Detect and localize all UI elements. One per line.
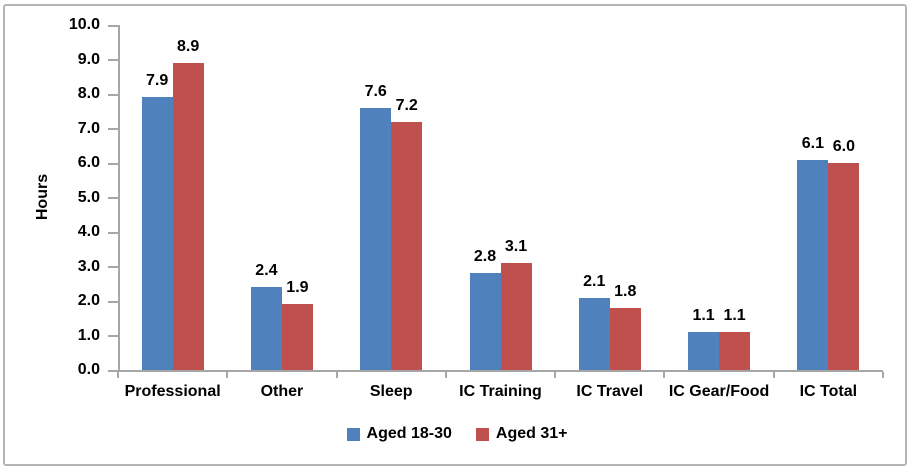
y-tick bbox=[108, 231, 118, 234]
data-label-aged-31-ic-travel: 1.8 bbox=[614, 282, 637, 300]
y-tick-label: 5.0 bbox=[77, 188, 100, 206]
data-label-aged-31-ic-training: 3.1 bbox=[504, 238, 528, 256]
x-tick bbox=[663, 372, 666, 378]
y-tick-label: 6.0 bbox=[77, 154, 100, 171]
data-label-aged-18-30-ic-total: 6.1 bbox=[801, 134, 824, 152]
data-label-aged-31-ic-gear-food: 1.1 bbox=[723, 307, 746, 325]
legend-label-aged-31: Aged 31+ bbox=[495, 425, 568, 442]
category-label-professional: Professional bbox=[124, 383, 221, 400]
y-axis-line bbox=[118, 25, 120, 372]
bar-aged-31-other bbox=[281, 304, 313, 370]
data-label-aged-18-30-sleep: 7.6 bbox=[364, 82, 387, 100]
x-tick bbox=[444, 372, 447, 378]
data-label-aged-18-30-ic-travel: 2.1 bbox=[583, 272, 606, 290]
category-label-ic-total: IC Total bbox=[799, 383, 858, 400]
data-label-aged-18-30-ic-training: 2.8 bbox=[473, 248, 497, 266]
data-label-aged-18-30-professional: 7.9 bbox=[146, 72, 169, 90]
y-tick-label: 1.0 bbox=[77, 326, 100, 344]
bar-aged-18-30-ic-total bbox=[797, 159, 829, 370]
y-tick bbox=[108, 369, 118, 372]
data-label-aged-31-professional: 8.9 bbox=[177, 37, 200, 55]
bar-aged-18-30-ic-gear-food bbox=[688, 332, 720, 370]
bar-aged-31-ic-travel bbox=[609, 307, 641, 370]
bar-aged-18-30-professional bbox=[141, 97, 173, 370]
y-tick bbox=[108, 128, 118, 130]
category-label-ic-training: IC Training bbox=[459, 383, 542, 400]
y-tick bbox=[108, 162, 118, 165]
bar-aged-31-professional bbox=[172, 62, 204, 370]
bar-aged-18-30-other bbox=[250, 287, 282, 370]
bar-aged-31-ic-gear-food bbox=[719, 332, 751, 370]
y-tick-label: 0.0 bbox=[77, 361, 100, 378]
legend-label-aged-18-30: Aged 18-30 bbox=[366, 425, 452, 442]
data-label-aged-31-sleep: 7.2 bbox=[395, 96, 418, 114]
bar-aged-18-30-ic-training bbox=[469, 273, 501, 370]
data-label-aged-18-30-ic-gear-food: 1.1 bbox=[692, 307, 715, 325]
legend-swatch-aged-18-30 bbox=[346, 427, 360, 441]
category-label-sleep: Sleep bbox=[369, 383, 413, 400]
legend-item-aged-31: Aged 31+ bbox=[475, 425, 568, 443]
legend-item-aged-18-30: Aged 18-30 bbox=[346, 425, 452, 443]
bar-aged-18-30-ic-travel bbox=[578, 297, 610, 370]
x-tick bbox=[554, 372, 557, 378]
category-label-other: Other bbox=[260, 383, 304, 400]
x-tick bbox=[117, 372, 119, 378]
bar-aged-31-ic-training bbox=[500, 263, 532, 370]
bar-aged-31-ic-total bbox=[828, 163, 860, 370]
y-tick bbox=[108, 93, 118, 96]
y-tick-label: 7.0 bbox=[77, 119, 100, 137]
data-label-aged-31-ic-total: 6.0 bbox=[832, 138, 855, 155]
y-tick bbox=[108, 335, 118, 337]
y-tick bbox=[108, 300, 118, 303]
bar-aged-31-sleep bbox=[391, 121, 423, 370]
y-tick-label: 8.0 bbox=[77, 85, 100, 102]
x-tick bbox=[226, 372, 229, 378]
y-tick-label: 2.0 bbox=[77, 292, 100, 309]
legend: Aged 18-30 Aged 31+ bbox=[0, 425, 914, 443]
y-tick bbox=[108, 59, 118, 61]
x-axis-line bbox=[112, 370, 883, 372]
x-tick bbox=[882, 372, 884, 378]
data-label-aged-31-other: 1.9 bbox=[286, 279, 309, 297]
data-label-aged-18-30-other: 2.4 bbox=[255, 262, 278, 280]
y-tick-label: 9.0 bbox=[77, 50, 100, 68]
category-label-ic-gear-food: IC Gear/Food bbox=[668, 383, 770, 400]
y-tick-label: 10.0 bbox=[68, 16, 100, 33]
legend-swatch-aged-31 bbox=[475, 427, 489, 441]
x-tick bbox=[772, 372, 775, 378]
y-tick bbox=[108, 197, 118, 199]
y-tick-label: 4.0 bbox=[77, 223, 100, 240]
category-label-ic-travel: IC Travel bbox=[576, 383, 644, 400]
x-tick bbox=[335, 372, 338, 378]
y-tick bbox=[108, 266, 118, 268]
y-tick bbox=[108, 24, 118, 27]
bar-aged-18-30-sleep bbox=[360, 107, 392, 370]
y-tick-label: 3.0 bbox=[77, 257, 100, 275]
